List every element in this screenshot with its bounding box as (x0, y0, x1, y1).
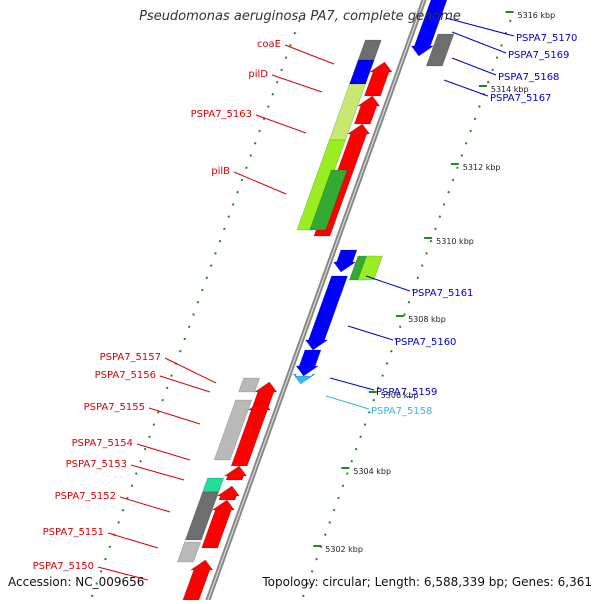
leader-line (445, 17, 515, 37)
tick-label: 5304 kbp (353, 467, 391, 476)
gene-label-right[interactable]: PSPA7_5167 (490, 93, 551, 104)
feature-pspa7-5152-block (184, 491, 220, 541)
tick-label: 5308 kbp (408, 315, 446, 324)
gene-pspa7-5155-arrow (230, 399, 271, 467)
leader-line (148, 407, 201, 425)
gene-label-left[interactable]: PSPA7_5151 (43, 527, 104, 538)
tick-label: 5306 kbp (381, 391, 419, 400)
gene-label-right[interactable]: PSPA7_5161 (412, 288, 473, 299)
gene-pspa7-5161-arrow (333, 249, 358, 273)
leader-line (347, 325, 394, 341)
gene-pspa7-5159-arrow (295, 349, 322, 377)
gene-pild-arrow (363, 61, 393, 97)
leader-line (365, 275, 411, 292)
leader-line (451, 31, 507, 54)
leader-line (107, 532, 159, 549)
gene-label-right[interactable]: PSPA7_5158 (371, 406, 432, 417)
gene-pspa7-5151-arrow (201, 499, 235, 549)
feature-pspa7-5153-block (202, 477, 225, 493)
leader-line (325, 395, 370, 410)
gene-label-left[interactable]: PSPA7_5163 (191, 109, 252, 120)
gene-label-right[interactable]: PSPA7_5170 (516, 33, 577, 44)
gene-pspa7-5153-arrow (223, 465, 248, 481)
leader-line (271, 74, 323, 93)
leader-line (164, 357, 217, 384)
tick-label: 5316 kbp (518, 11, 556, 20)
leader-line (136, 443, 191, 461)
backbone-highlight (205, 0, 425, 604)
gene-label-right[interactable]: PSPA7_5160 (395, 337, 456, 348)
tick-label: 5314 kbp (491, 85, 529, 94)
gene-label-left[interactable]: PSPA7_5155 (84, 402, 145, 413)
gene-label-left[interactable]: PSPA7_5153 (66, 459, 127, 470)
gene-label-right[interactable]: PSPA7_5168 (498, 72, 559, 83)
leader-line (130, 464, 185, 481)
feature-coae-block (357, 39, 382, 61)
leader-line (255, 114, 307, 134)
gene-label-left[interactable]: PSPA7_5154 (72, 438, 133, 449)
leader-line (159, 375, 211, 393)
feature-pilb-inner (309, 169, 348, 231)
tick-label: 5302 kbp (325, 545, 363, 554)
gene-pspa7-5163-arrow (353, 95, 381, 125)
genome-title: Pseudomonas aeruginosa PA7, complete gen… (139, 9, 461, 24)
feature-pspa7-5156-block (238, 377, 261, 393)
gene-pspa7-5150-arrow (182, 559, 214, 601)
topology-text: Topology: circular; Length: 6,588,339 bp… (262, 575, 592, 589)
tick-label: 5312 kbp (463, 163, 501, 172)
gene-pspa7-5170-arrow (410, 0, 448, 57)
leader-line (443, 79, 489, 97)
gene-label-left[interactable]: pilB (211, 166, 230, 177)
gene-pspa7-5160-arrow (304, 275, 348, 351)
gene-label-left[interactable]: pilD (248, 69, 268, 80)
accession-text: Accession: NC_009656 (8, 575, 145, 589)
gene-label-left[interactable]: PSPA7_5152 (55, 491, 116, 502)
gene-label-left[interactable]: PSPA7_5157 (100, 352, 161, 363)
feature-pspa7-5151-block (177, 541, 202, 563)
leader-line (451, 57, 497, 76)
gene-label-right[interactable]: PSPA7_5159 (376, 387, 437, 398)
tick-label: 5310 kbp (436, 237, 474, 246)
gene-label-left[interactable]: PSPA7_5150 (33, 561, 94, 572)
leader-line (329, 377, 375, 391)
leader-line (97, 566, 149, 581)
leader-line (284, 44, 335, 65)
leader-line (119, 496, 171, 513)
gene-label-left[interactable]: PSPA7_5156 (95, 370, 156, 381)
feature-pspa7-5169-block (425, 33, 455, 67)
gene-label-right[interactable]: PSPA7_5169 (508, 50, 569, 61)
feature-pspa7-5161-outer (357, 255, 383, 281)
gene-pspa7-5152-arrow (216, 485, 240, 501)
gene-label-left[interactable]: coaE (257, 39, 281, 50)
gene-pspa7-5158-arrow (292, 373, 317, 385)
leader-line (233, 171, 287, 195)
feature-pspa7-5155-block (213, 399, 253, 461)
